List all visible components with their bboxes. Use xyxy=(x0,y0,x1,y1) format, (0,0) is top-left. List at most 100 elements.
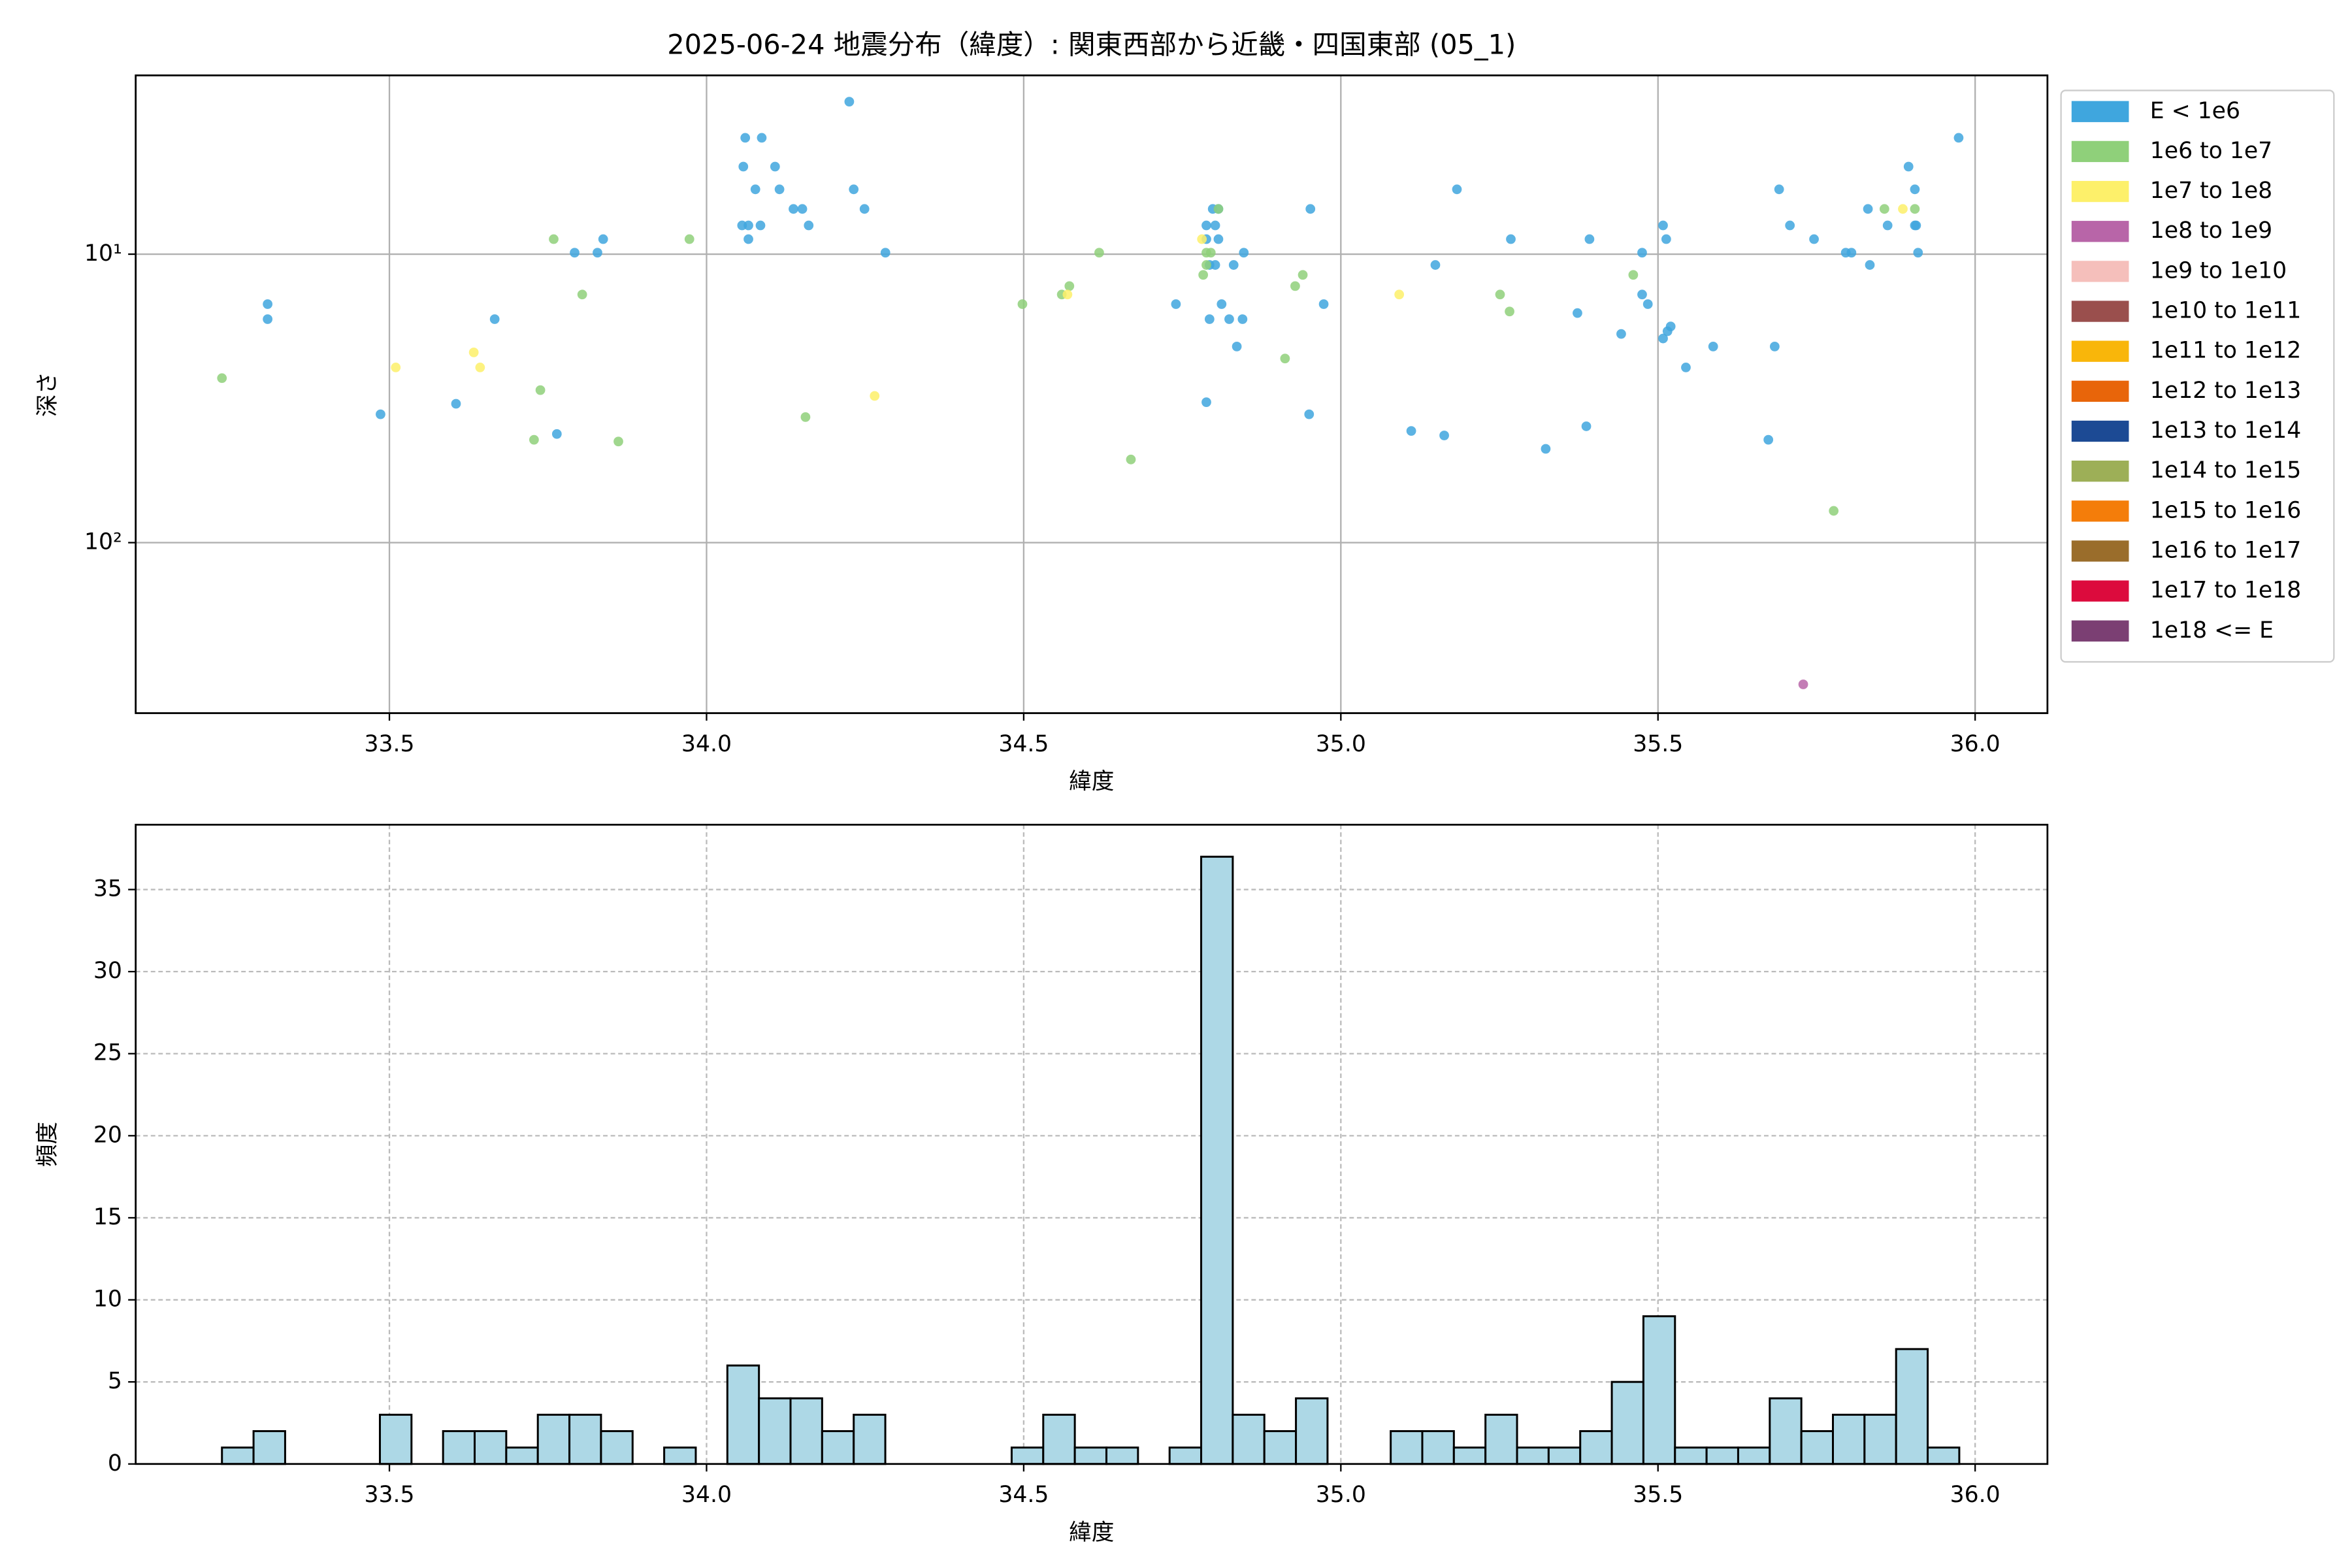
legend-label: 1e15 to 1e16 xyxy=(2150,497,2301,523)
scatter-point xyxy=(1798,679,1808,689)
scatter-point xyxy=(1910,184,1920,195)
scatter-point xyxy=(789,204,798,214)
histogram-bar xyxy=(1042,1413,1076,1465)
scatter-point xyxy=(1239,248,1249,258)
scatter-point xyxy=(1201,397,1211,408)
histogram-bar xyxy=(821,1430,855,1465)
scatter-point xyxy=(1879,204,1889,214)
scatter-point xyxy=(804,220,814,231)
histogram-bar xyxy=(1516,1446,1550,1465)
legend-swatch xyxy=(2071,221,2129,242)
histogram-bar xyxy=(1705,1446,1739,1465)
scatter-point xyxy=(451,399,461,409)
histogram-bar xyxy=(663,1446,697,1465)
x-axis-label: 緯度 xyxy=(1069,1520,1114,1546)
scatter-point xyxy=(1318,299,1329,309)
scatter-point xyxy=(1581,421,1592,431)
scatter-point xyxy=(1201,220,1211,231)
histogram-bar xyxy=(1579,1430,1613,1465)
x-tick-label: 35.5 xyxy=(1633,731,1683,757)
scatter-point xyxy=(1237,314,1248,324)
legend-label: 1e13 to 1e14 xyxy=(2150,417,2301,444)
x-tick-label: 33.5 xyxy=(365,1482,415,1508)
scatter-point xyxy=(1430,260,1441,270)
histogram-bar xyxy=(1863,1413,1897,1465)
y-tick-label: 30 xyxy=(93,958,122,984)
histogram-bar xyxy=(1737,1446,1771,1465)
scatter-point xyxy=(1213,234,1224,244)
histogram-bar xyxy=(536,1413,571,1465)
histogram-bar xyxy=(1547,1446,1582,1465)
legend-swatch xyxy=(2071,380,2129,402)
scatter-point xyxy=(1290,281,1300,291)
scatter-point xyxy=(859,204,870,214)
legend-label: 1e6 to 1e7 xyxy=(2150,138,2272,164)
scatter-point xyxy=(774,184,785,195)
plot-frame xyxy=(135,74,2049,714)
scatter-point xyxy=(849,184,859,195)
y-tick-label: 15 xyxy=(93,1204,122,1230)
legend-label: 1e14 to 1e15 xyxy=(2150,457,2301,483)
scatter-point xyxy=(1584,234,1595,244)
histogram-bar xyxy=(221,1446,255,1465)
histogram-bar xyxy=(1484,1413,1518,1465)
scatter-point xyxy=(1017,299,1028,309)
histogram-bar xyxy=(600,1430,634,1465)
scatter-point xyxy=(1232,342,1242,351)
y-tick-label: 25 xyxy=(93,1040,122,1066)
scatter-point xyxy=(475,363,485,372)
histogram-bar xyxy=(252,1430,286,1465)
histogram-bar xyxy=(1452,1446,1487,1465)
scatter-point xyxy=(1204,314,1215,324)
scatter-point xyxy=(1064,281,1075,291)
scatter-point xyxy=(1658,333,1668,344)
histogram-bar xyxy=(474,1430,508,1465)
legend-swatch xyxy=(2071,420,2129,442)
legend-swatch xyxy=(2071,180,2129,203)
scatter-point xyxy=(1205,248,1216,258)
scatter-point xyxy=(598,234,608,244)
scatter-point xyxy=(755,220,766,231)
scatter-point xyxy=(1898,204,1908,214)
x-tick-label: 33.5 xyxy=(365,731,415,757)
scatter-point xyxy=(1210,220,1220,231)
scatter-point xyxy=(1863,204,1873,214)
y-tick-label: 10 xyxy=(93,1286,122,1313)
histogram-bar xyxy=(1263,1430,1298,1465)
scatter-point xyxy=(1505,306,1514,317)
x-tick-label: 34.5 xyxy=(998,731,1049,757)
y-tick-label: 10¹ xyxy=(84,240,122,267)
scatter-point xyxy=(844,97,855,106)
scatter-point xyxy=(551,429,562,439)
legend-swatch xyxy=(2071,461,2129,482)
scatter-point xyxy=(1658,220,1668,231)
scatter-point xyxy=(1763,434,1774,445)
scatter-point xyxy=(1213,204,1224,214)
scatter-point xyxy=(1665,321,1676,331)
scatter-point xyxy=(217,373,227,384)
scatter-point xyxy=(1298,270,1308,280)
scatter-point xyxy=(1094,248,1104,258)
histogram-bar xyxy=(1832,1413,1866,1465)
legend-label: 1e12 to 1e13 xyxy=(2150,378,2301,404)
scatter-point xyxy=(1642,299,1653,309)
scatter-point xyxy=(263,299,273,309)
scatter-point xyxy=(1210,260,1220,270)
scatter-point xyxy=(1661,234,1671,244)
scatter-point xyxy=(1846,248,1857,258)
scatter-point xyxy=(750,184,760,195)
histogram-bar xyxy=(1927,1446,1961,1465)
histogram-bar xyxy=(568,1413,602,1465)
histogram-bar xyxy=(505,1446,539,1465)
scatter-point xyxy=(1506,234,1516,244)
histogram-bar xyxy=(758,1397,792,1465)
y-tick-label: 20 xyxy=(93,1122,122,1148)
y-tick-label: 10² xyxy=(84,529,122,555)
scatter-point xyxy=(1305,204,1316,214)
histogram-bar xyxy=(1769,1397,1803,1465)
histogram-bar xyxy=(1200,855,1234,1465)
chart-title: 2025-06-24 地震分布（緯度）: 関東西部から近畿・四国東部 (05_1… xyxy=(667,29,1516,61)
scatter-point xyxy=(1708,342,1718,351)
legend-label: 1e11 to 1e12 xyxy=(2150,338,2301,364)
